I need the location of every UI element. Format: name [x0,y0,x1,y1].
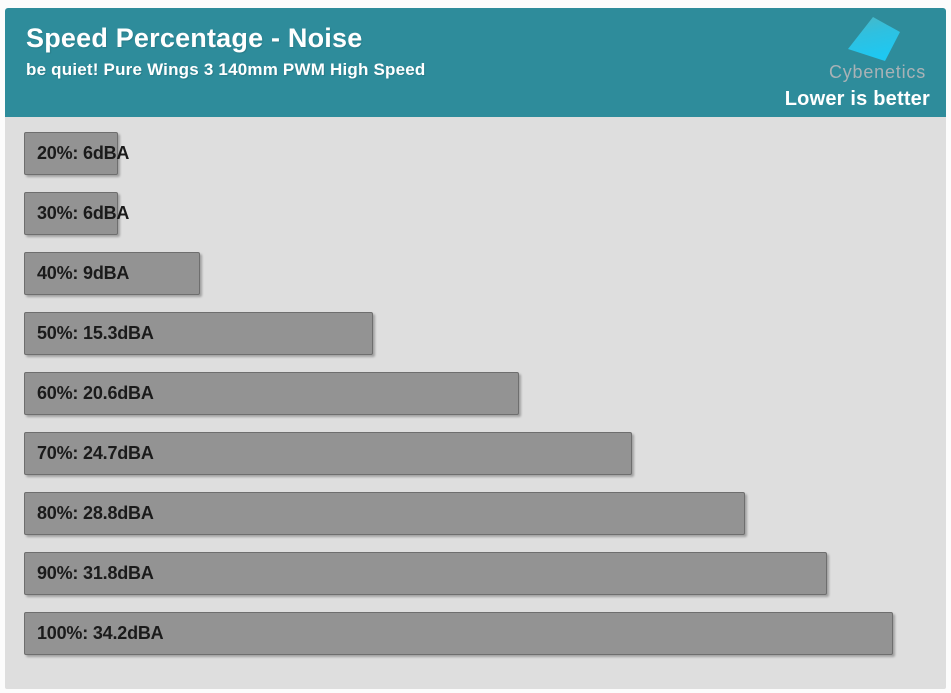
chart-subtitle: be quiet! Pure Wings 3 140mm PWM High Sp… [26,59,426,79]
bar-label: 40%: 9dBA [37,263,130,283]
bar-30%: 30%: 6dBA [24,192,129,235]
bar-label: 90%: 31.8dBA [37,563,154,583]
cybenetics-logo-icon [838,16,902,64]
brand-name: Cybenetics [828,62,926,82]
chart-card: Speed Percentage - Noise be quiet! Pure … [5,8,946,689]
bar-100%: 100%: 34.2dBA [24,612,893,655]
bar-60%: 60%: 20.6dBA [24,372,519,415]
bar-70%: 70%: 24.7dBA [24,432,632,475]
bar-label: 30%: 6dBA [37,203,130,223]
bar-40%: 40%: 9dBA [24,252,200,295]
bar-20%: 20%: 6dBA [24,132,129,175]
bar-80%: 80%: 28.8dBA [24,492,745,535]
bar-label: 70%: 24.7dBA [37,443,154,463]
bar-90%: 90%: 31.8dBA [24,552,827,595]
brand-block: Cybenetics Lower is better [785,16,930,117]
lower-is-better-note: Lower is better [784,88,930,110]
chart-header: Speed Percentage - Noise be quiet! Pure … [5,8,946,117]
header-titles: Speed Percentage - Noise be quiet! Pure … [26,22,426,117]
bar-label: 50%: 15.3dBA [37,323,154,343]
bar-label: 20%: 6dBA [37,143,130,163]
bar-label: 100%: 34.2dBA [37,623,164,643]
chart-title: Speed Percentage - Noise [26,23,363,53]
bar-label: 60%: 20.6dBA [37,383,154,403]
bar-chart-plot: 20%: 6dBA 30%: 6dBA 40%: 9dBA 50%: 15.3dBA 6… [5,117,946,689]
bar-50%: 50%: 15.3dBA [24,312,373,355]
bar-label: 80%: 28.8dBA [37,503,154,523]
